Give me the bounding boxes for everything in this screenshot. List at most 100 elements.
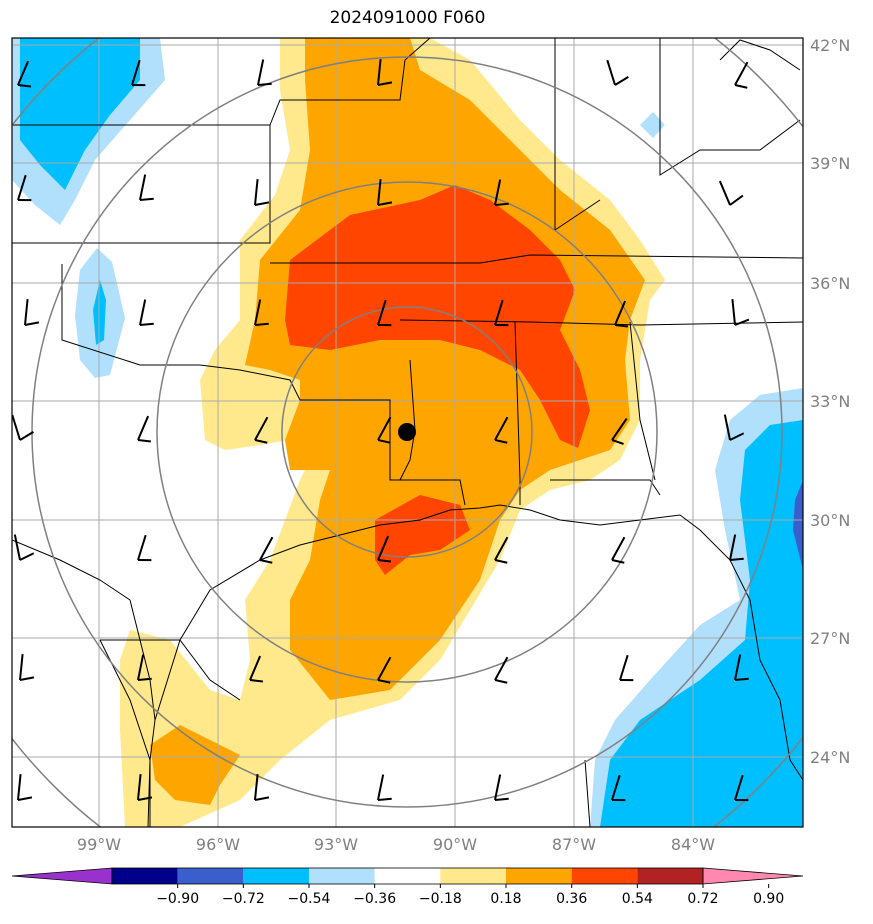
wind-barb-staff [19, 654, 24, 681]
lat-label-33: 33°N [810, 392, 850, 411]
wind-barb-staff [619, 654, 629, 681]
wind-barb-staff [254, 416, 269, 441]
wind-barb-flag [24, 321, 40, 326]
wind-barb-flag [729, 557, 744, 561]
wind-barb-flag [17, 796, 33, 801]
wind-barb-staff [254, 179, 259, 206]
colorbar-tick-label: −0.54 [288, 891, 331, 907]
wind-barb-flag [494, 439, 508, 444]
wind-barb-staff [494, 536, 509, 561]
colorbar-tick-label: 0.54 [622, 891, 653, 907]
wind-barb-staff [257, 59, 265, 86]
wind-barbs [12, 59, 750, 802]
wind-barb-staff [734, 61, 749, 86]
wind-barb-staff [494, 774, 502, 801]
wind-barb-flag [494, 797, 509, 801]
wind-barb-flag [259, 559, 273, 564]
wind-barb-staff [734, 654, 742, 681]
wind-barb-staff [17, 174, 27, 201]
wind-barb-flag [729, 432, 745, 441]
wind-barb-flag [614, 76, 629, 86]
map-title: 2024091000 F060 [329, 8, 486, 28]
wind-barb-flag [494, 202, 509, 206]
wind-barb-flag [494, 679, 508, 684]
location-marker [398, 423, 416, 441]
wind-barb-staff [611, 417, 628, 441]
wind-barb-flag [249, 679, 264, 683]
colorbar-swatch [374, 868, 441, 884]
wind-barb-staff [377, 59, 382, 86]
negative-field-ne-small [640, 112, 665, 138]
wind-barb-flag [734, 318, 750, 326]
colorbar-tick-label: 0.18 [490, 891, 521, 907]
positive-field-medium [245, 38, 645, 700]
lat-label-27: 27°N [810, 629, 850, 648]
wind-barb-staff [377, 535, 390, 561]
map-frame [11, 37, 804, 828]
lon-label-84: 84°W [671, 835, 715, 854]
lat-label-24: 24°N [810, 748, 850, 767]
wind-barb-flag [19, 676, 35, 681]
colorbar-tick-label: 0.36 [556, 891, 587, 907]
negative-field-nw [20, 38, 140, 190]
wind-barb-staff [13, 534, 21, 561]
wind-barb-flag [614, 324, 629, 328]
colorbar: −0.90 −0.72 −0.54 −0.36 −0.18 0.18 0.36 0.54 0.7… [11, 867, 804, 907]
positive-field-strong-south [375, 495, 470, 575]
wind-barb-staff [254, 299, 262, 326]
wind-barb-staff [729, 534, 737, 561]
colorbar-swatch [637, 868, 703, 884]
negative-field-se [600, 420, 803, 827]
wind-barb-flag [254, 796, 270, 801]
lat-label-30: 30°N [810, 511, 850, 530]
wind-barb-flag [734, 677, 749, 681]
wind-barb-flag [377, 797, 392, 801]
lat-label-39: 39°N [810, 154, 850, 173]
positive-field-strong [285, 185, 590, 448]
wind-barb-staff [137, 774, 142, 801]
wind-barb-staff [17, 774, 22, 801]
lon-label-99: 99°W [77, 835, 121, 854]
wind-barb-staff [494, 416, 509, 441]
wind-barb-flag [139, 197, 154, 201]
colorbar-swatch [506, 868, 572, 884]
wind-barb-staff [611, 774, 621, 801]
wind-barb-staff [494, 299, 504, 326]
wind-barb-flag [254, 201, 270, 206]
wind-barb-flag [611, 559, 625, 564]
wind-barb-staff [137, 654, 145, 681]
wind-barb-staff [377, 774, 385, 801]
colorbar-tick-label: −0.18 [419, 891, 462, 907]
wind-barb-staff [377, 299, 387, 326]
colorbar-frame [111, 867, 704, 885]
wind-barb-flag [729, 194, 744, 206]
wind-barb-flag [611, 439, 624, 445]
wind-barb-flag [254, 439, 268, 444]
colorbar-swatch [440, 868, 506, 884]
wind-barb-staff [12, 414, 21, 441]
colorbar-tick-label: 0.72 [687, 891, 718, 907]
wind-barb-flag [494, 559, 508, 564]
wind-barb-flag [19, 552, 35, 561]
wind-barb-staff [24, 299, 29, 326]
lat-label-36: 36°N [810, 274, 850, 293]
wind-barb-staff [137, 534, 147, 561]
negative-field-se-dark [793, 480, 803, 570]
lat-label-42: 42°N [810, 36, 850, 55]
wind-barb-staff [131, 59, 141, 86]
colorbar-swatch [571, 868, 638, 884]
wind-barb-staff [139, 299, 147, 326]
wind-barb-flag [137, 439, 152, 443]
lat-lon-grid [12, 38, 803, 827]
wind-barb-flag [17, 84, 32, 88]
lon-label-93: 93°W [314, 835, 358, 854]
wind-barb-staff [377, 416, 392, 441]
wind-barb-flag [377, 559, 392, 563]
coastlines-borders [12, 38, 803, 827]
wind-barb-staff [494, 179, 502, 206]
wind-barb-flag [377, 679, 391, 684]
wind-barb-staff [377, 179, 382, 206]
colorbar-swatch [309, 868, 375, 884]
wind-barb-flag [137, 796, 153, 801]
